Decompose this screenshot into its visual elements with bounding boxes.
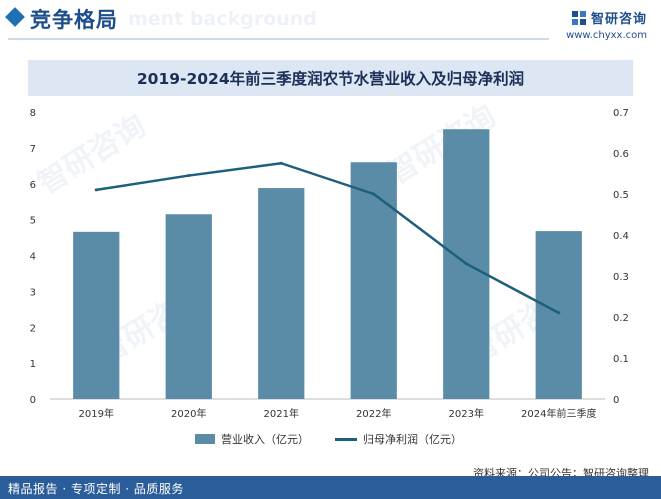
legend-swatch-line [335, 437, 357, 441]
y-right-tick-label: 0 [613, 395, 619, 406]
brand-url: www.chyxx.com [566, 30, 647, 41]
x-tick-label: 2021年 [264, 407, 299, 420]
point-net-profit [94, 188, 98, 192]
y-right-tick-label: 0.3 [613, 272, 629, 283]
brand-icon [571, 10, 586, 25]
y-right-tick-label: 0.4 [613, 231, 629, 242]
point-net-profit [557, 311, 561, 315]
y-right-tick-label: 0.7 [613, 108, 629, 119]
chart-title: 2019-2024年前三季度润农节水营业收入及归母净利润 [136, 70, 525, 88]
legend-swatch-bar [195, 434, 215, 444]
legend-item-net-profit: 归母净利润（亿元） [335, 431, 462, 447]
point-net-profit [279, 161, 283, 165]
bar-revenue [165, 214, 212, 399]
y-left-tick-label: 8 [30, 108, 36, 119]
y-left-tick-label: 7 [30, 144, 36, 155]
legend-label-revenue: 营业收入（亿元） [221, 433, 309, 446]
legend-item-revenue: 营业收入（亿元） [195, 431, 309, 447]
y-right-tick-label: 0.6 [613, 149, 629, 160]
y-right-tick-label: 0.2 [613, 313, 629, 324]
x-tick-label: 2022年 [356, 407, 391, 420]
x-tick-label: 2019年 [79, 407, 114, 420]
x-tick-label: 2023年 [449, 407, 484, 420]
header-divider [8, 38, 549, 40]
y-left-tick-label: 6 [30, 180, 36, 191]
section-title: 竞争格局 [30, 8, 118, 32]
footer-bar: 精品报告 · 专项定制 · 品质服务 [0, 476, 661, 499]
x-tick-label: 2024年前三季度 [521, 407, 596, 420]
y-left-tick-label: 5 [30, 216, 36, 227]
point-net-profit [464, 262, 468, 266]
point-net-profit [372, 192, 376, 196]
bar-revenue [350, 162, 397, 399]
y-left-tick-label: 4 [30, 252, 36, 263]
line-net-profit [96, 162, 560, 315]
brand-logo: 智研咨询 [571, 8, 647, 27]
chart-title-bar: 2019-2024年前三季度润农节水营业收入及归母净利润 [28, 60, 633, 96]
footer-slogan: 精品报告 · 专项定制 · 品质服务 [8, 482, 184, 496]
header-watermark-text: ment background [128, 8, 317, 30]
bar-revenue [73, 231, 120, 399]
bar-revenue [258, 188, 305, 399]
bar-revenue [535, 231, 582, 399]
chart-legend: 营业收入（亿元） 归母净利润（亿元） [195, 431, 462, 447]
y-left-tick-label: 2 [30, 323, 36, 334]
x-tick-label: 2020年 [171, 407, 206, 420]
legend-label-net-profit: 归母净利润（亿元） [363, 433, 462, 446]
point-net-profit [187, 174, 191, 178]
y-right-tick-label: 0.5 [613, 190, 629, 201]
y-left-tick-label: 1 [30, 359, 36, 370]
y-left-tick-label: 3 [30, 287, 36, 298]
y-right-tick-label: 0.1 [613, 354, 629, 365]
y-left-tick-label: 0 [30, 395, 36, 406]
brand-name: 智研咨询 [590, 12, 647, 27]
